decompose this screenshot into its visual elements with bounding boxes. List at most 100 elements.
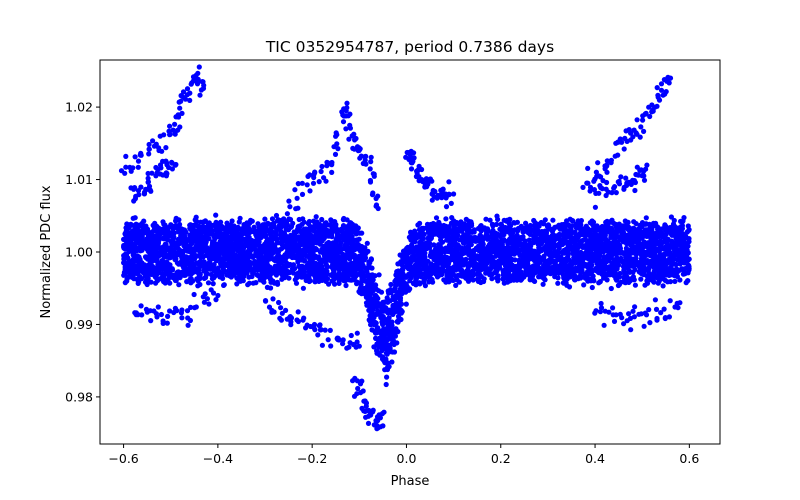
data-point	[437, 242, 443, 248]
data-point	[541, 255, 547, 261]
data-point	[593, 244, 599, 251]
data-point	[476, 277, 482, 283]
data-point	[374, 341, 380, 347]
data-point	[626, 279, 632, 285]
data-point	[421, 277, 427, 283]
data-point	[505, 246, 511, 252]
data-point	[173, 277, 179, 283]
data-point	[459, 256, 465, 263]
data-point	[285, 243, 291, 249]
data-point	[342, 278, 349, 284]
data-point	[598, 242, 604, 248]
data-point	[358, 279, 364, 285]
data-point	[362, 254, 368, 260]
data-point	[556, 255, 562, 261]
data-point	[323, 262, 329, 268]
data-point	[303, 241, 309, 247]
data-point	[176, 282, 182, 288]
data-point	[214, 233, 220, 239]
data-point	[474, 271, 480, 277]
data-point	[506, 236, 513, 242]
data-point	[179, 235, 185, 241]
data-point	[213, 269, 219, 275]
data-point	[649, 252, 655, 258]
data-point	[273, 212, 280, 219]
data-point	[516, 257, 522, 263]
data-point	[209, 228, 216, 234]
data-point	[329, 229, 335, 235]
data-point	[140, 240, 146, 246]
data-point	[270, 266, 276, 272]
data-point	[144, 281, 150, 288]
data-point	[468, 262, 474, 268]
data-point	[589, 267, 595, 273]
data-point	[638, 276, 644, 282]
data-point	[468, 219, 474, 225]
data-point	[376, 288, 382, 294]
data-point	[236, 231, 242, 237]
data-point	[673, 231, 680, 237]
data-point	[451, 237, 457, 244]
data-point	[636, 263, 642, 269]
data-point	[468, 242, 474, 248]
data-point	[584, 226, 590, 232]
data-point	[156, 228, 162, 234]
data-point	[539, 229, 545, 235]
data-point	[413, 275, 419, 281]
data-point	[686, 236, 692, 242]
data-point	[552, 224, 558, 230]
data-point	[403, 301, 409, 307]
data-point	[174, 240, 180, 246]
data-point	[136, 236, 142, 242]
data-point	[493, 275, 500, 281]
data-point	[224, 220, 230, 226]
data-point	[555, 267, 561, 273]
data-point	[237, 215, 243, 221]
data-point	[215, 226, 222, 233]
data-point	[300, 285, 306, 291]
data-point	[213, 212, 219, 218]
data-point	[477, 261, 483, 267]
data-point	[205, 247, 211, 253]
data-point	[596, 227, 603, 233]
data-point	[306, 218, 312, 225]
data-point	[555, 275, 561, 281]
data-point	[364, 240, 370, 246]
data-point	[444, 231, 450, 237]
data-point	[290, 270, 296, 276]
data-point	[407, 267, 414, 273]
data-point	[377, 312, 384, 318]
data-point	[642, 251, 648, 257]
data-point	[157, 269, 163, 275]
data-point	[334, 230, 340, 236]
data-point	[540, 281, 546, 287]
data-point	[613, 238, 619, 244]
data-point	[337, 256, 343, 262]
data-point	[356, 236, 362, 242]
data-point	[453, 282, 459, 288]
data-point	[333, 225, 339, 231]
data-point	[202, 237, 209, 243]
data-point	[637, 228, 643, 234]
data-point	[269, 229, 275, 235]
data-point	[272, 242, 278, 248]
data-point	[573, 242, 579, 248]
data-point	[543, 230, 550, 236]
data-point	[622, 269, 628, 275]
data-point	[568, 266, 574, 272]
data-point	[628, 234, 635, 240]
data-point	[441, 255, 447, 261]
data-point	[287, 269, 293, 276]
data-point	[253, 280, 259, 286]
data-point	[555, 280, 561, 286]
data-point	[393, 303, 399, 310]
data-point	[180, 264, 186, 270]
data-point	[409, 238, 416, 244]
data-point	[213, 249, 219, 255]
data-point	[275, 252, 281, 258]
data-point	[333, 261, 339, 267]
data-point	[478, 244, 484, 250]
data-point	[317, 272, 323, 278]
data-point	[457, 266, 463, 273]
data-point	[372, 293, 378, 299]
